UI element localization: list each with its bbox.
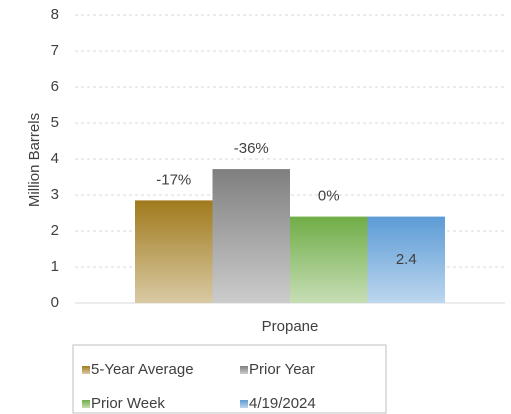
legend-label: 5-Year Average [91, 361, 194, 378]
legend-swatch [240, 366, 248, 374]
y-tick-label: 1 [51, 258, 59, 275]
annotation: -17% [156, 171, 191, 188]
legend-swatch [82, 400, 90, 408]
annotation: 0% [318, 188, 340, 205]
y-tick-label: 3 [51, 186, 59, 203]
bar [290, 216, 368, 303]
legend-label: Prior Year [249, 361, 315, 378]
legend-swatch [240, 400, 248, 408]
legend-box [72, 344, 387, 414]
y-tick-label: 6 [51, 78, 59, 95]
y-tick-label: 2 [51, 222, 59, 239]
annotation: -36% [234, 140, 269, 157]
y-axis-label: Million Barrels [26, 113, 43, 207]
y-tick-label: 4 [51, 150, 59, 167]
y-tick-label: 8 [51, 6, 59, 23]
y-tick-label: 5 [51, 114, 59, 131]
legend-swatch [82, 366, 90, 374]
bar [212, 169, 290, 303]
bar [135, 200, 213, 303]
bar [367, 216, 445, 303]
data-label: 2.4 [396, 251, 417, 268]
x-tick-label: Propane [262, 318, 319, 335]
y-tick-label: 0 [51, 294, 59, 311]
y-tick-label: 7 [51, 42, 59, 59]
legend-label: Prior Week [91, 395, 165, 412]
legend-label: 4/19/2024 [249, 395, 316, 412]
